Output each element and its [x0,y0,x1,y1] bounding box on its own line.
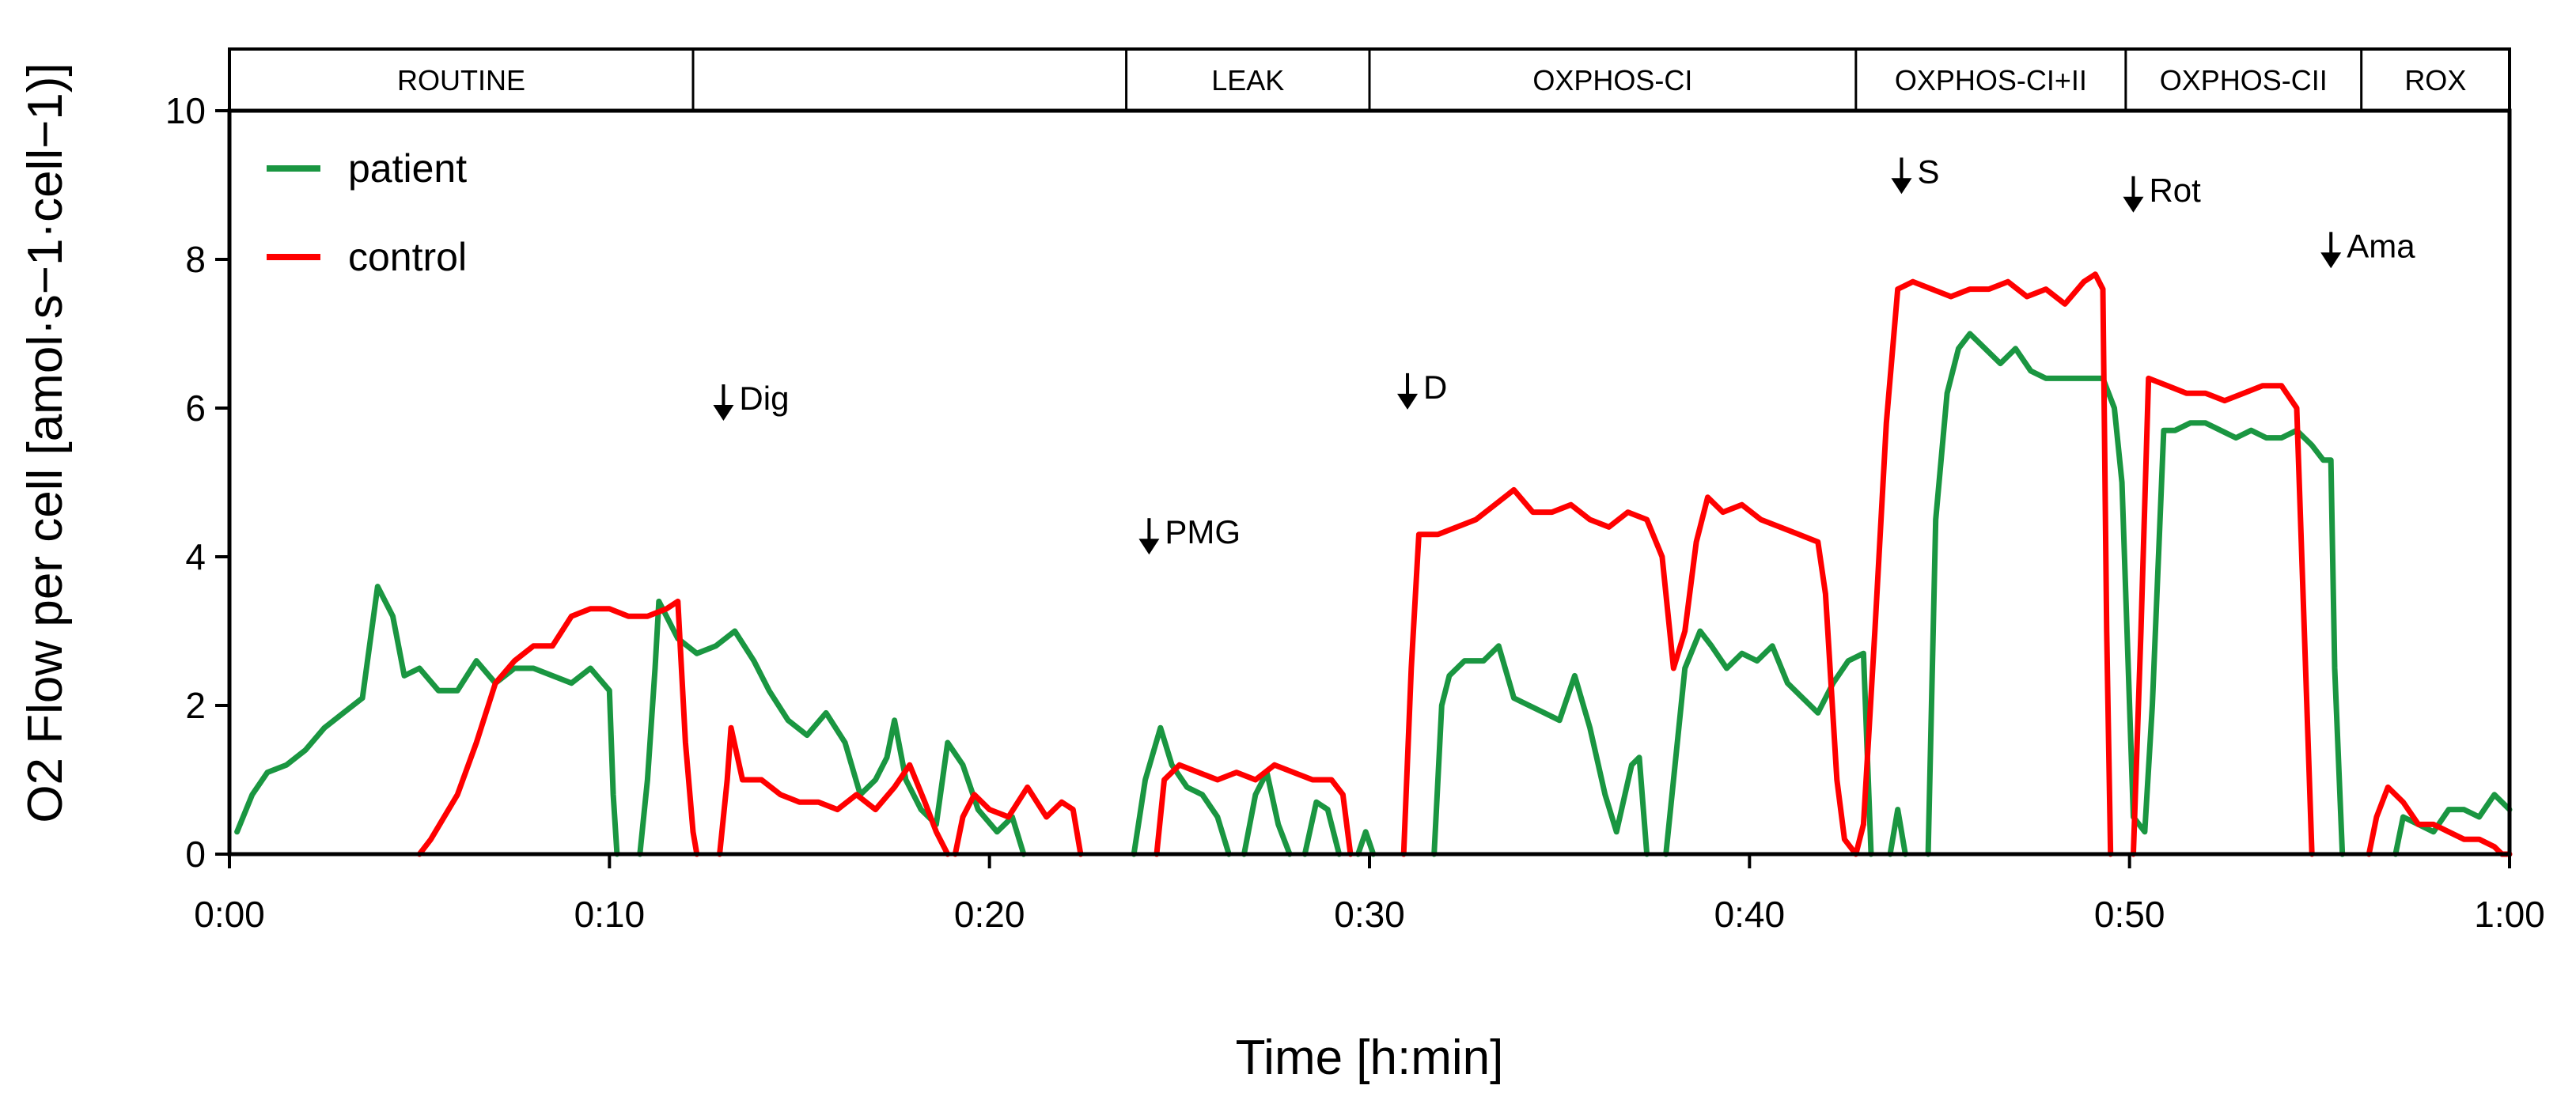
down-arrow-head-icon [2320,252,2342,269]
phase-label: ROUTINE [397,64,525,96]
series-control [416,271,2513,857]
down-arrow-head-icon [713,405,734,421]
series-layer [234,271,2513,857]
legend-label: control [348,235,467,279]
annotation-dig: Dig [713,380,789,421]
down-arrow-head-icon [1891,178,1912,195]
y-tick-label: 10 [165,90,206,131]
series-line-patient [234,584,620,857]
annotation-d: D [1397,369,1447,410]
series-line-control [952,784,1084,857]
series-line-patient [1131,724,1232,857]
annotation-label: Rot [2149,172,2201,209]
down-arrow-head-icon [2123,196,2144,213]
series-line-patient [1431,643,1650,857]
phase-band: ROUTINE LEAK OXPHOS-CI OXPHOS-CI+II OXPHOS-C… [228,47,2511,112]
annotation-label: PMG [1165,513,1241,550]
phase-label: OXPHOS-CI [1532,64,1692,96]
down-arrow-head-icon [1397,393,1419,410]
legend-label: patient [348,146,467,191]
x-tick-label: 0:50 [2094,894,2165,935]
x-tick-label: 0:20 [954,894,1025,935]
phase-label: LEAK [1211,64,1284,96]
series-line-patient [1241,770,1293,857]
series-line-control [1860,271,2114,857]
series-line-control [2366,784,2513,857]
axes: 0 2 4 6 8 10 0:00 0:10 0:20 0:30 0:40 0:50 1:00 [165,90,2545,935]
annotation-rot: Rot [2123,172,2201,213]
x-tick-label: 0:10 [574,894,646,935]
y-tick-label: 2 [185,685,206,726]
y-tick-label: 6 [185,388,206,429]
annotation-s: S [1891,153,1939,195]
series-line-patient [1301,799,1343,857]
y-tick-label: 0 [185,834,206,875]
series-line-control [416,598,700,857]
x-tick-label: 0:40 [1714,894,1786,935]
x-axis-title: Time [h:min] [1236,1030,1504,1085]
y-tick-label: 4 [185,536,206,577]
annotation-label: Dig [739,380,789,417]
series-line-control [1400,486,1866,857]
series-line-control [2131,375,2315,857]
series-line-patient [1663,628,1874,857]
annotation-label: D [1423,369,1447,406]
plot-frame [227,108,2512,857]
series-line-control [717,724,951,857]
x-tick-label: 1:00 [2474,894,2545,935]
phase-label: OXPHOS-CI+II [1895,64,2087,96]
series-line-control [1154,762,1354,857]
series-line-patient [637,598,1027,857]
down-arrow-head-icon [1138,539,1160,555]
annotation-label: S [1917,153,1939,190]
phase-label: ROX [2404,64,2466,96]
annotation-pmg: PMG [1138,513,1241,555]
y-axis-title: O2 Flow per cell [amol·s−1·cell−1)] [18,62,73,822]
series-patient [234,331,2513,857]
series-line-patient [1925,331,2346,857]
x-tick-label: 0:30 [1334,894,1405,935]
annotation-label: Ama [2347,227,2415,264]
series-line-patient [1355,829,1377,857]
series-line-patient [2392,792,2513,857]
phase-label: OXPHOS-CII [2160,64,2328,96]
legend-item-patient: patient [267,146,467,191]
annotation-layer: Dig PMG D S Rot Ama [713,153,2415,555]
legend: patient control [267,146,467,279]
y-tick-label: 8 [185,239,206,280]
annotation-ama: Ama [2320,227,2415,269]
series-line-patient [1887,807,1908,857]
legend-item-control: control [267,235,467,279]
x-tick-label: 0:00 [194,894,265,935]
